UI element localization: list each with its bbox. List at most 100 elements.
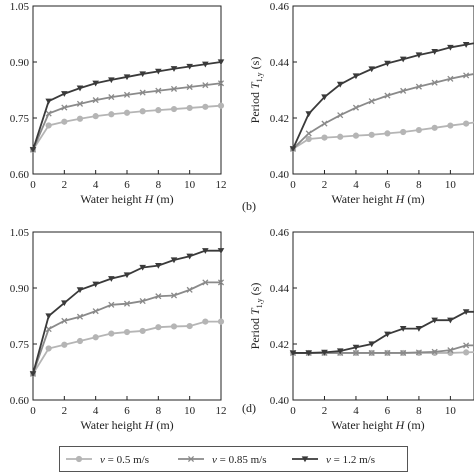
data-point	[45, 345, 52, 352]
data-point	[155, 324, 162, 331]
data-point	[384, 92, 391, 99]
data-point	[217, 279, 225, 286]
data-point	[139, 89, 146, 96]
data-point	[202, 318, 209, 325]
data-point	[108, 94, 115, 101]
x-axis-label: Water height H (m)	[80, 418, 173, 432]
x-axis-label: Water height H (m)	[331, 418, 424, 432]
data-point	[92, 334, 99, 341]
chart-top-left: 0.60 0.75 0.90 1.05 0 2 4 6 8 10 12 Water height H …	[10, 1, 227, 206]
data-point	[337, 133, 344, 140]
x-tick-label: 0	[30, 405, 36, 417]
x-tick-label: 8	[416, 405, 422, 417]
data-point	[462, 42, 470, 48]
data-point	[108, 77, 115, 84]
data-point	[29, 147, 37, 153]
data-point	[305, 111, 313, 117]
y-tick-label: 1.05	[10, 227, 30, 239]
data-point	[400, 349, 407, 357]
data-point	[155, 263, 162, 269]
x-tick-label: 6	[124, 405, 130, 417]
data-point	[61, 118, 68, 125]
data-point	[108, 330, 115, 337]
x-tick-label: 2	[62, 179, 68, 191]
x-axis-label: Water height H (m)	[80, 192, 173, 206]
y-tick-label: 0.75	[10, 339, 30, 351]
x-axis-label: Water height H (m)	[331, 192, 424, 206]
data-point	[29, 371, 37, 378]
data-point	[462, 309, 470, 315]
data-point	[45, 326, 52, 333]
data-point	[384, 130, 391, 137]
data-point	[217, 80, 225, 87]
x-tick-label: 6	[124, 179, 130, 191]
x-tick-label: 0	[290, 179, 296, 191]
data-point	[61, 91, 68, 97]
legend-marker	[75, 455, 83, 463]
y-tick-label: 0.60	[10, 395, 30, 407]
x-tick-label: 10	[445, 405, 457, 417]
data-point	[61, 317, 68, 324]
data-point	[336, 348, 344, 355]
series-line-2	[32, 281, 221, 375]
data-point	[61, 104, 68, 111]
data-point	[352, 73, 360, 80]
y-tick-label: 0.44	[270, 57, 290, 69]
data-point	[186, 63, 193, 70]
data-point	[170, 292, 178, 299]
data-point	[92, 281, 99, 288]
data-point	[368, 341, 375, 348]
series-group	[289, 309, 474, 357]
data-point	[76, 100, 84, 107]
data-point	[337, 112, 344, 119]
data-point	[45, 110, 52, 117]
data-point	[368, 131, 375, 138]
data-point	[463, 349, 470, 356]
data-point	[123, 74, 131, 81]
chart-top-right: 0.40 0.42 0.44 0.46 0 2 4 6 8 10 Water height H (m…	[248, 1, 474, 206]
data-point	[217, 248, 225, 254]
series-line-3	[32, 249, 221, 375]
x-tick-label: 10	[184, 405, 196, 417]
series-line-2	[32, 82, 222, 151]
data-point	[415, 349, 422, 356]
data-point	[92, 80, 99, 87]
x-tick-label: 2	[62, 405, 68, 417]
data-point	[321, 94, 328, 101]
data-point	[447, 347, 454, 354]
data-point	[305, 350, 313, 357]
y-axis-label: Period T1,y (s)	[248, 57, 264, 124]
data-point	[368, 66, 375, 73]
data-point	[368, 349, 375, 357]
data-point	[447, 75, 454, 82]
data-point	[186, 253, 193, 260]
data-point	[139, 108, 146, 115]
data-point	[186, 104, 193, 112]
data-point	[431, 317, 438, 324]
data-point	[352, 104, 360, 111]
data-point	[76, 85, 84, 92]
data-point	[415, 326, 423, 332]
y-tick-label: 0.90	[10, 57, 30, 69]
data-point	[415, 126, 423, 134]
panel-label-d: (d)	[242, 401, 256, 415]
y-tick-label: 0.60	[10, 169, 30, 181]
data-point	[92, 97, 99, 104]
y-tick-label: 0.46	[270, 227, 290, 239]
data-point	[368, 98, 375, 105]
data-point	[217, 59, 225, 66]
legend-entry-3: v = 1.2 m/s	[292, 454, 375, 466]
x-tick-label: 4	[93, 179, 99, 191]
legend-entry-1: v = 0.5 m/s	[66, 454, 149, 466]
data-point	[415, 83, 422, 90]
data-point	[384, 349, 391, 357]
data-point	[400, 128, 407, 136]
data-point	[155, 68, 162, 75]
data-point	[170, 66, 178, 72]
data-point	[305, 135, 312, 143]
data-point	[92, 308, 99, 315]
x-tick-label: 8	[416, 179, 422, 191]
data-point	[321, 120, 328, 127]
data-point	[202, 103, 209, 110]
chart-bottom-right: 0.40 0.42 0.44 0.46 0 2 4 6 8 10 Water height H (m…	[248, 227, 474, 432]
